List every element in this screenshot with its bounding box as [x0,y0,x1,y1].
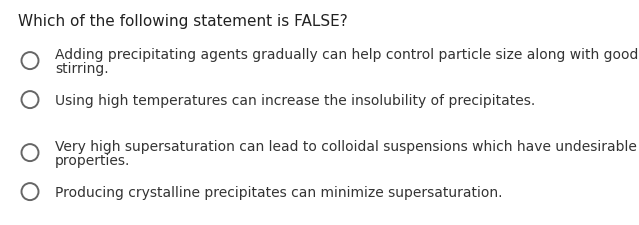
Text: stirring.: stirring. [55,62,109,76]
Text: Producing crystalline precipitates can minimize supersaturation.: Producing crystalline precipitates can m… [55,186,502,200]
Text: Adding precipitating agents gradually can help control particle size along with : Adding precipitating agents gradually ca… [55,48,638,62]
Text: Very high supersaturation can lead to colloidal suspensions which have undesirab: Very high supersaturation can lead to co… [55,140,637,154]
Text: properties.: properties. [55,154,130,168]
Text: Which of the following statement is FALSE?: Which of the following statement is FALS… [18,14,348,29]
Text: Using high temperatures can increase the insolubility of precipitates.: Using high temperatures can increase the… [55,94,535,108]
